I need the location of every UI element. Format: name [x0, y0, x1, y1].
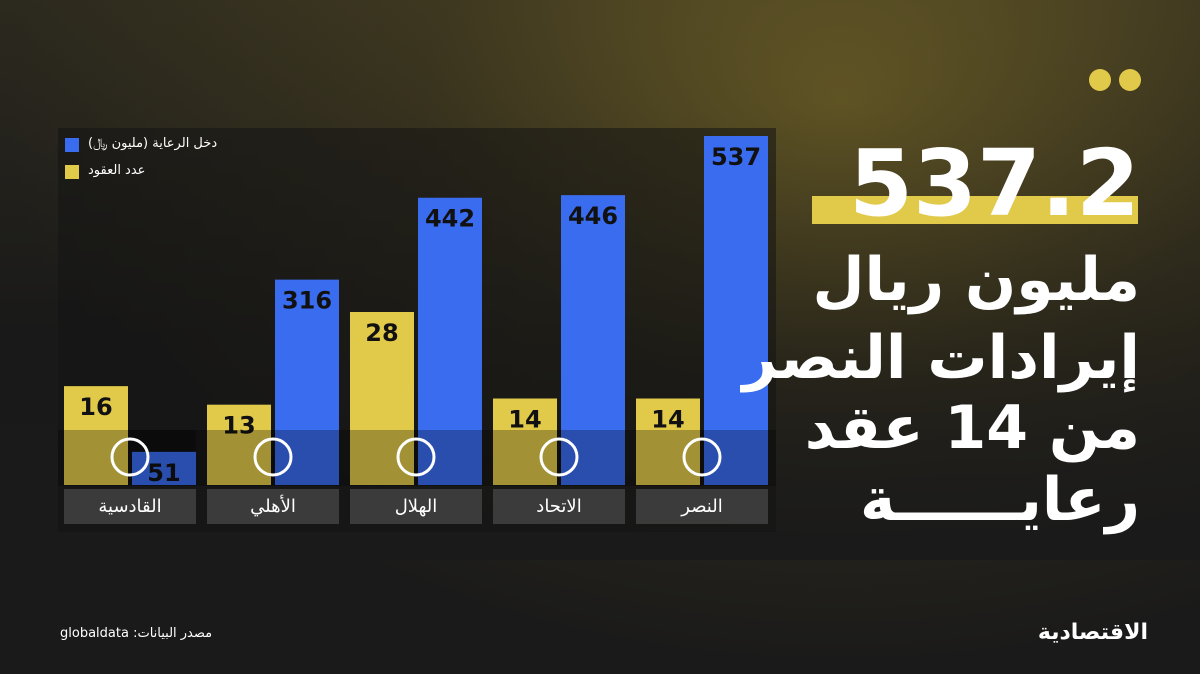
bar: [350, 312, 414, 485]
data-label: 537: [711, 143, 761, 171]
category-box: [636, 489, 768, 524]
legend-swatch: [65, 165, 79, 179]
x-tick-label: النصر: [680, 496, 722, 517]
data-label: 28: [365, 319, 398, 347]
category-box: [64, 489, 196, 524]
data-label: 446: [568, 202, 618, 230]
legend-label: عدد العقود: [88, 163, 146, 178]
decor-dot: [1089, 69, 1111, 91]
data-label: 13: [222, 412, 255, 440]
data-label: 51: [147, 459, 180, 487]
x-tick-label: الهلال: [395, 496, 438, 517]
legend-label: دخل الرعاية (مليون ﷼): [88, 136, 218, 151]
headline-line: من 14 عقد: [804, 393, 1140, 463]
brand-logo: الاقتصادية: [1037, 620, 1148, 645]
team-logo: [110, 437, 150, 477]
data-label: 316: [282, 287, 332, 315]
decor-dot: [1119, 69, 1141, 91]
data-label: 14: [508, 406, 541, 434]
team-logo: [682, 437, 722, 477]
team-logo: [253, 437, 293, 477]
bar: [275, 279, 339, 485]
bar: [418, 197, 482, 485]
data-label: 14: [651, 406, 684, 434]
headline-line: إيرادات النصر: [742, 323, 1140, 393]
category-box: [493, 489, 625, 524]
category-box: [350, 489, 482, 524]
category-box: [207, 489, 339, 524]
data-label: 16: [79, 393, 112, 421]
team-logo: [396, 437, 436, 477]
headline-highlight: [812, 196, 1138, 224]
bar: [704, 136, 768, 485]
bar: [561, 195, 625, 485]
headline-value: 537.2: [848, 130, 1140, 237]
source-note: مصدر البيانات: globaldata: [60, 626, 213, 641]
x-tick-label: الأهلي: [250, 495, 296, 517]
x-tick-label: القادسية: [98, 496, 161, 517]
headline-line: مليون ريال: [812, 245, 1140, 315]
data-label: 442: [425, 205, 475, 233]
x-tick-label: الاتحاد: [536, 496, 581, 517]
headline-line: رعايــــــة: [859, 465, 1140, 535]
team-logo: [539, 437, 579, 477]
legend-swatch: [65, 138, 79, 152]
